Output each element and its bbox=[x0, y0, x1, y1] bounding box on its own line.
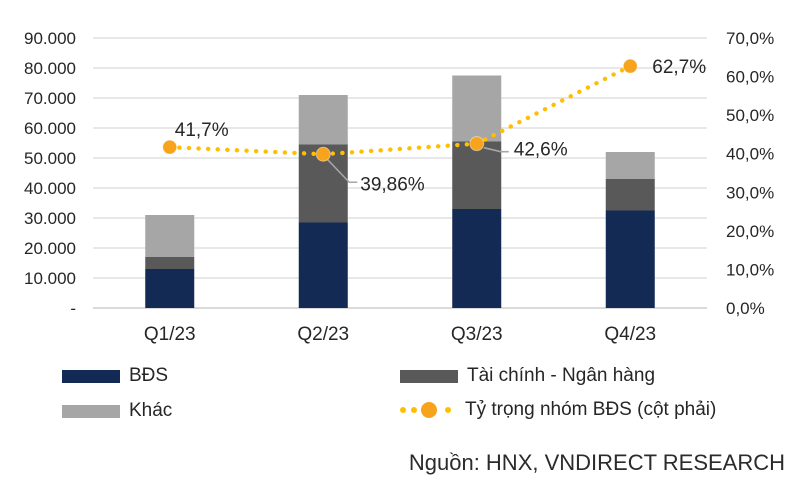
left-axis-tick-label: 60.000 bbox=[24, 119, 76, 138]
bar-segment bbox=[605, 152, 655, 179]
right-axis-tick-label: 60,0% bbox=[726, 68, 774, 87]
trend-marker bbox=[622, 58, 638, 74]
left-axis-tick-label: 80.000 bbox=[24, 59, 76, 78]
legend-item-khac[interactable]: Khác bbox=[62, 401, 172, 421]
legend-swatch-khac bbox=[62, 404, 120, 418]
trend-point-label: 39,86% bbox=[360, 174, 425, 195]
legend-item-ty-trong-bds[interactable]: Tỷ trọng nhóm BĐS (cột phải) bbox=[398, 400, 716, 420]
trend-marker bbox=[162, 139, 178, 155]
right-axis-tick-label: 10,0% bbox=[726, 260, 774, 279]
right-axis-tick-label: 30,0% bbox=[726, 183, 774, 202]
right-axis-tick-label: 70,0% bbox=[726, 29, 774, 48]
dotted-line-marker-icon bbox=[400, 402, 451, 418]
left-axis-tick-label: 20.000 bbox=[24, 239, 76, 258]
left-axis-tick-label: 40.000 bbox=[24, 179, 76, 198]
legend-label-tai-chinh-ngan-hang: Tài chính - Ngân hàng bbox=[467, 365, 656, 386]
trend-point-label: 42,6% bbox=[514, 140, 568, 161]
category-label: Q1/23 bbox=[144, 324, 196, 345]
trend-marker bbox=[315, 146, 331, 162]
left-axis-tick-label: 90.000 bbox=[24, 29, 76, 48]
legend-swatch-bds bbox=[62, 369, 120, 383]
trend-marker bbox=[469, 136, 485, 152]
leader-line bbox=[326, 158, 358, 184]
trend-point-label: 62,7% bbox=[652, 57, 706, 78]
left-axis-tick-label: - bbox=[70, 299, 76, 318]
bar-segment bbox=[145, 257, 195, 269]
source-note: Nguồn: HNX, VNDIRECT RESEARCH bbox=[408, 450, 785, 475]
bar-segment bbox=[605, 179, 655, 211]
legend-label-bds: BĐS bbox=[129, 365, 169, 386]
bar-segment bbox=[298, 222, 348, 308]
left-axis-tick-label: 70.000 bbox=[24, 89, 76, 108]
bar-segment bbox=[605, 210, 655, 308]
right-axis-tick-label: 40,0% bbox=[726, 145, 774, 164]
category-label: Q2/23 bbox=[297, 324, 349, 345]
left-axis-tick-label: 50.000 bbox=[24, 149, 76, 168]
legend-item-bds[interactable]: BĐS bbox=[62, 366, 168, 386]
right-axis-tick-label: 20,0% bbox=[726, 222, 774, 241]
legend-label-khac: Khác bbox=[129, 400, 173, 421]
trend-dotted-line bbox=[167, 63, 633, 157]
left-axis-tick-label: 30.000 bbox=[24, 209, 76, 228]
trend-point-label: 41,7% bbox=[175, 120, 229, 141]
right-axis-tick-label: 0,0% bbox=[726, 299, 765, 318]
right-axis-tick-label: 50,0% bbox=[726, 106, 774, 125]
leader-line bbox=[483, 146, 509, 153]
legend-swatch-tai-chinh-ngan-hang bbox=[400, 369, 458, 383]
bar-segment bbox=[452, 75, 502, 142]
bar-segment bbox=[298, 95, 348, 145]
left-axis-tick-label: 10.000 bbox=[24, 269, 76, 288]
bar-segment bbox=[452, 141, 502, 209]
bar-segment bbox=[452, 209, 502, 308]
category-label: Q3/23 bbox=[451, 324, 503, 345]
stacked-bar-line-chart: 90.000 80.000 70.000 60.000 50.000 40.000 30.0… bbox=[24, 29, 774, 345]
category-label: Q4/23 bbox=[604, 324, 656, 345]
bar-segment bbox=[145, 269, 195, 308]
legend-item-tai-chinh-ngan-hang[interactable]: Tài chính - Ngân hàng bbox=[400, 366, 655, 386]
bar-segment bbox=[145, 215, 195, 257]
legend-label-ty-trong-bds: Tỷ trọng nhóm BĐS (cột phải) bbox=[465, 399, 717, 420]
